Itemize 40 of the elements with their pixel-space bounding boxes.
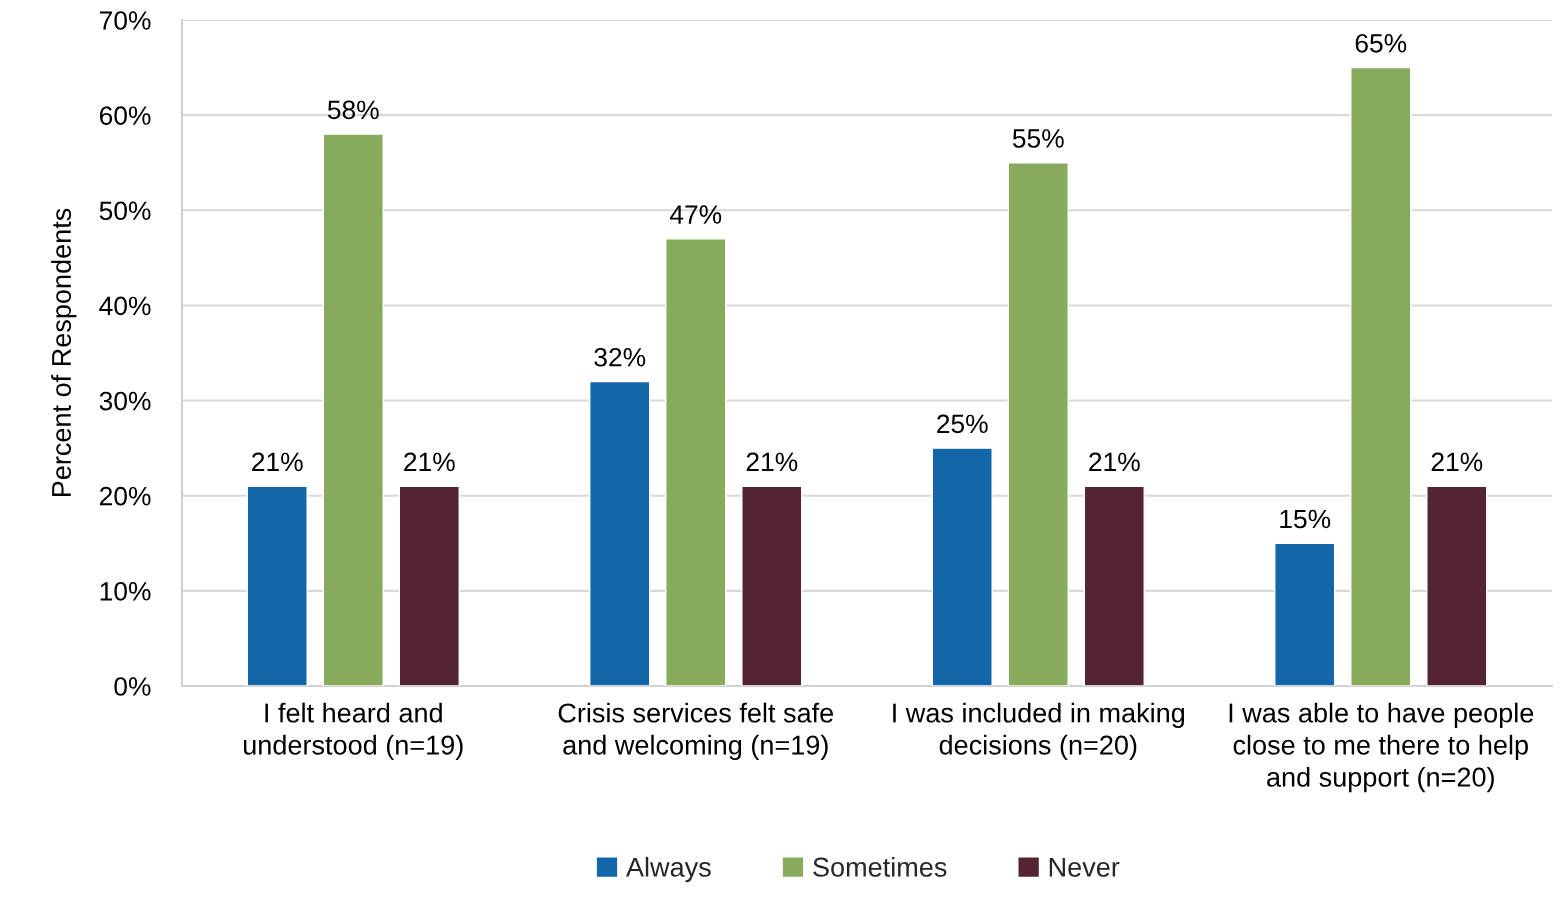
bar	[741, 485, 803, 686]
data-label: 21%	[252, 452, 303, 472]
y-axis-title: Percent of Respondents	[51, 208, 77, 497]
data-label: 32%	[594, 347, 646, 367]
y-tick-label: 40%	[99, 296, 151, 316]
bar	[1350, 66, 1412, 686]
bar	[589, 380, 651, 686]
x-tick-label: I was able to have people close to me there to help and support (n=20)	[1229, 702, 1534, 793]
x-tick-label: I was included in making decisions (n=20)	[893, 702, 1185, 761]
bar	[322, 133, 384, 686]
bar	[931, 447, 993, 686]
data-label: 21%	[404, 452, 455, 472]
y-tick-label: 30%	[99, 391, 151, 411]
y-tick-label: 0%	[114, 677, 151, 696]
data-label: 47%	[669, 205, 722, 224]
x-tick-label: I felt heard and understood (n=19)	[243, 702, 463, 761]
legend-label: Sometimes	[813, 856, 947, 877]
bar	[398, 485, 460, 686]
y-tick-label: 50%	[99, 201, 151, 221]
bar	[1426, 485, 1488, 686]
legend-label: Never	[1049, 857, 1120, 877]
bar	[1083, 485, 1145, 686]
data-label: 21%	[1089, 452, 1140, 472]
data-label: 55%	[1012, 129, 1064, 148]
data-label: 21%	[1431, 452, 1483, 472]
y-tick-label: 70%	[99, 11, 151, 30]
bar	[1274, 542, 1336, 686]
data-label: 58%	[327, 100, 379, 120]
y-tick-label: 10%	[100, 581, 151, 601]
data-label: 15%	[1280, 509, 1331, 529]
bar	[246, 485, 308, 686]
data-label: 21%	[746, 452, 798, 472]
data-label: 25%	[937, 414, 988, 434]
x-tick-label: Crisis services felt safe and welcoming (n=19)	[558, 702, 834, 761]
data-label: 65%	[1355, 33, 1407, 53]
bar	[1007, 162, 1069, 686]
bar	[665, 238, 727, 686]
legend-label: Always	[626, 856, 711, 883]
y-tick-label: 60%	[99, 106, 151, 125]
y-tick-label: 20%	[99, 486, 151, 506]
